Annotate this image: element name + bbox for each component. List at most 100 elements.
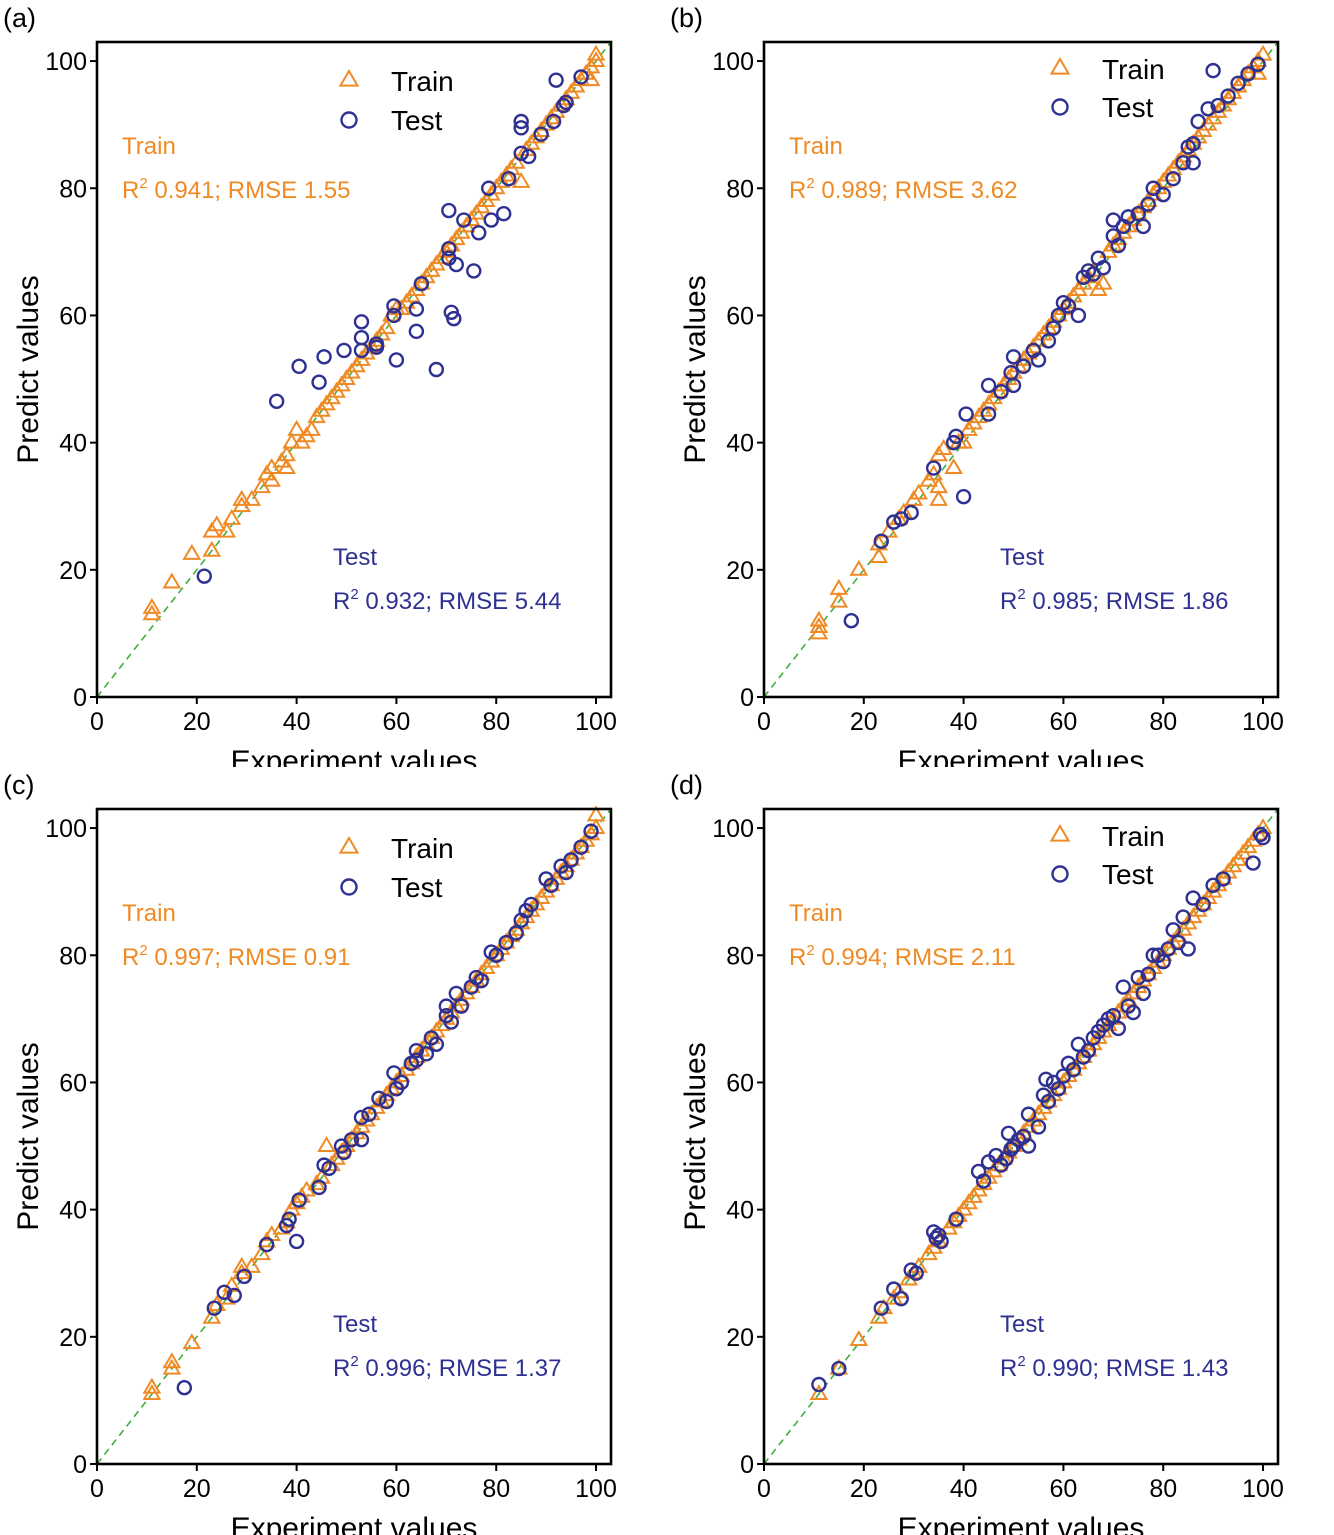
legend-train-label: Train (391, 66, 454, 97)
test-point (513, 113, 529, 130)
train-stats: Train R2 0.989; RMSE 3.62 (789, 133, 1017, 204)
y-tick-label: 20 (59, 1324, 87, 1352)
test-point (408, 1042, 425, 1059)
test-point (311, 374, 327, 390)
legend-train-label: Train (1102, 54, 1165, 85)
test-point (453, 998, 469, 1014)
legend-test-label: Test (1102, 92, 1154, 123)
test-point (336, 342, 352, 359)
test-point (441, 202, 457, 219)
plot-frame (95, 807, 613, 1466)
train-point (809, 610, 829, 627)
test-point (523, 896, 539, 913)
test-stats-values: R2 0.985; RMSE 1.86 (1000, 586, 1228, 615)
y-tick-label: 20 (726, 557, 754, 585)
legend-train-label: Train (391, 833, 454, 864)
train-point (929, 489, 949, 506)
y-tick-label: 60 (726, 302, 754, 330)
test-point (291, 358, 307, 375)
y-tick-label: 60 (59, 1069, 87, 1097)
x-tick-label: 20 (850, 708, 878, 736)
test-point (1155, 953, 1171, 970)
test-stats-title: Test (333, 1311, 377, 1338)
x-tick-label: 100 (575, 1475, 617, 1503)
train-point (829, 1358, 849, 1375)
legend: Train Test (1049, 821, 1165, 890)
test-point (483, 212, 499, 228)
train-point (909, 483, 929, 500)
train-point (511, 171, 531, 188)
scatter-panel-d: (d) 0 20 40 60 80 100 0 20 40 60 80 100 Experiment va… (670, 770, 1284, 1535)
test-series (843, 56, 1266, 629)
test-point (466, 263, 482, 279)
test-point (1020, 1106, 1037, 1122)
test-point (1095, 260, 1112, 276)
plot-frame (762, 40, 1280, 699)
test-point (993, 384, 1009, 400)
test-point (1180, 941, 1196, 957)
test-point (1050, 307, 1067, 324)
scatter-panel-b: (b) 0 20 40 60 80 100 0 20 40 60 80 100 Experiment va… (670, 3, 1284, 767)
plot-frame (95, 40, 613, 699)
x-tick-label: 0 (757, 708, 771, 736)
test-point (1110, 1020, 1127, 1037)
train-stats-values: R2 0.941; RMSE 1.55 (122, 175, 350, 204)
train-point (1093, 273, 1113, 290)
test-point (1185, 136, 1201, 152)
test-point (176, 1379, 193, 1396)
legend-train-marker (338, 836, 360, 854)
train-stats-values: R2 0.994; RMSE 2.11 (789, 942, 1016, 971)
test-point (573, 69, 589, 85)
x-tick-label: 20 (183, 708, 211, 736)
legend-train-marker (1049, 57, 1071, 75)
test-point (336, 1144, 352, 1161)
test-point (438, 998, 455, 1014)
y-tick-label: 20 (59, 557, 87, 585)
train-point (829, 578, 849, 595)
test-point (288, 1233, 305, 1250)
legend-test-marker (340, 878, 358, 896)
test-point (1255, 829, 1271, 846)
test-point (873, 1300, 889, 1316)
test-point (1005, 377, 1022, 394)
train-point (317, 1136, 336, 1152)
test-point (573, 839, 589, 855)
x-tick-label: 0 (90, 1475, 104, 1503)
test-point (386, 307, 402, 324)
test-point (1130, 969, 1146, 986)
test-point (428, 1036, 445, 1052)
train-point (232, 489, 252, 506)
test-point (980, 377, 997, 394)
test-point (1240, 66, 1256, 82)
test-point (408, 323, 425, 340)
test-series (811, 826, 1271, 1393)
train-point (142, 1377, 162, 1394)
test-point (448, 985, 465, 1002)
test-point (428, 361, 445, 378)
test-point (886, 1281, 902, 1297)
y-tick-label: 80 (726, 175, 754, 203)
train-point (894, 502, 914, 519)
test-point (196, 568, 212, 584)
legend-train-marker (338, 69, 360, 87)
test-point (378, 1093, 395, 1110)
test-point (1115, 979, 1132, 995)
train-stats-title: Train (789, 133, 843, 160)
train-point (1253, 818, 1273, 835)
y-tick-label: 100 (45, 815, 87, 843)
y-tick-label: 40 (59, 1197, 87, 1225)
legend: Train Test (1049, 54, 1165, 123)
test-point (1130, 205, 1146, 222)
train-point (162, 572, 182, 589)
train-stats-values: R2 0.989; RMSE 3.62 (789, 175, 1017, 204)
x-tick-label: 100 (1242, 1475, 1284, 1503)
reference-line-y-equals-x (763, 808, 1279, 1465)
x-tick-label: 40 (950, 1475, 978, 1503)
train-point (142, 597, 162, 614)
test-point (386, 1065, 402, 1081)
train-point (252, 1244, 272, 1261)
x-tick-label: 60 (383, 708, 411, 736)
test-point (361, 1106, 377, 1122)
test-point (353, 1109, 370, 1126)
train-point (849, 1330, 869, 1346)
